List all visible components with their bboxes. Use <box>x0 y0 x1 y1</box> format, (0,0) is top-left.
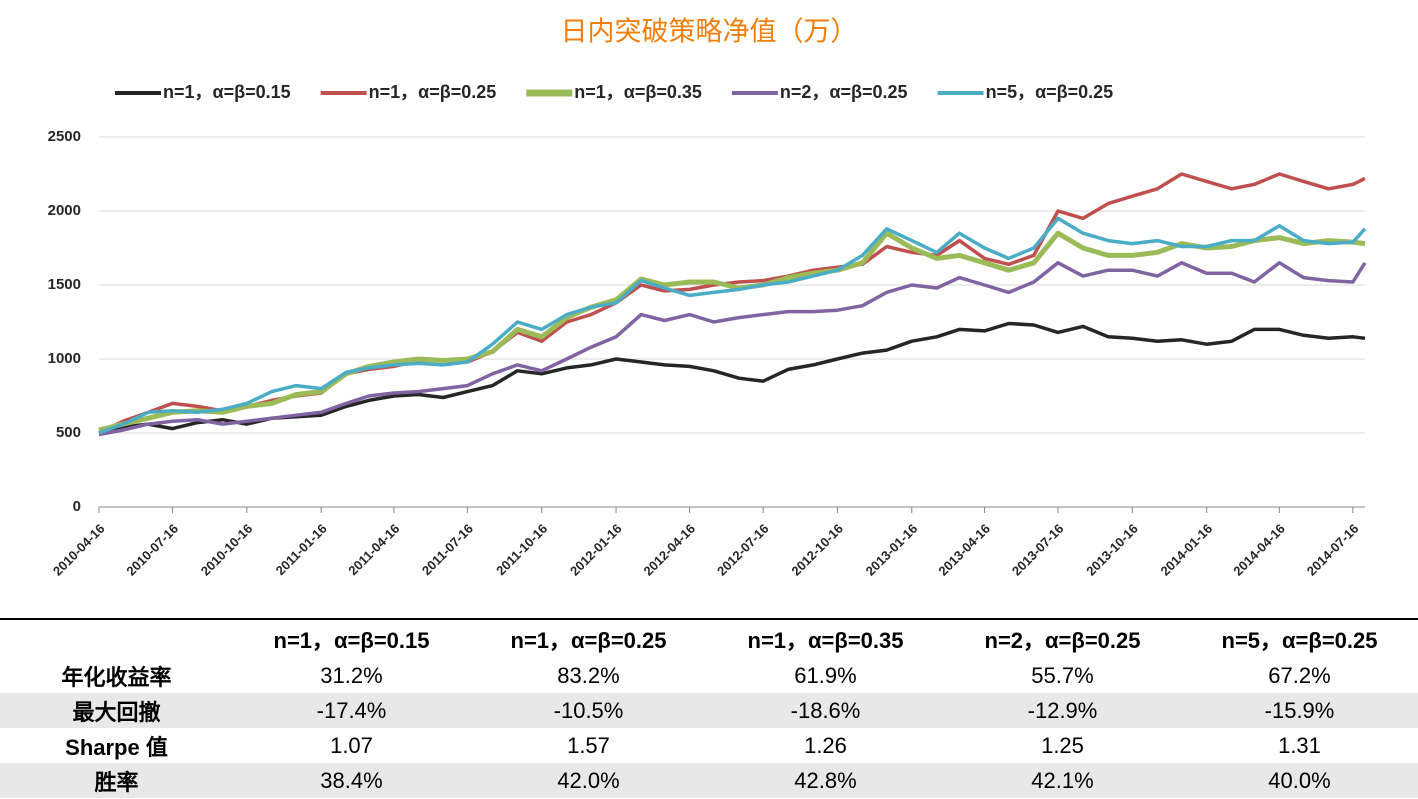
cell: 1.07 <box>330 732 373 758</box>
legend-label: n=1，α=β=0.15 <box>163 82 291 102</box>
cell: 1.31 <box>1278 732 1321 758</box>
x-tick-label: 2013-07-16 <box>1009 521 1067 579</box>
y-tick-label: 2500 <box>48 128 81 145</box>
x-tick-label: 2012-07-16 <box>714 521 772 579</box>
x-tick-label: 2010-04-16 <box>50 521 108 579</box>
x-tick-label: 2011-07-16 <box>419 521 476 578</box>
series-line <box>98 230 1366 433</box>
cell: 61.9% <box>794 662 857 688</box>
x-tick-label: 2010-07-16 <box>123 521 181 579</box>
y-tick-label: 2000 <box>48 202 81 219</box>
corner <box>0 619 233 658</box>
stats-table: n=1，α=β=0.15 n=1，α=β=0.25 n=1，α=β=0.35 n=2，… <box>0 618 1418 798</box>
cell: 42.8% <box>707 763 944 798</box>
cell: -10.5% <box>470 693 707 728</box>
cell: 1.57 <box>567 732 610 758</box>
column-header: n=1，α=β=0.35 <box>747 628 904 653</box>
series-line <box>98 172 1366 435</box>
cell: 31.2% <box>320 662 383 688</box>
x-tick-label: 2014-07-16 <box>1304 521 1362 579</box>
cell: 42.0% <box>470 763 707 798</box>
chart: 日内突破策略净值（万） 0 500 1000 1500 2000 2500 2010-04-… <box>48 17 1367 579</box>
cell: 38.4% <box>233 763 470 798</box>
y-tick-label: 0 <box>73 498 81 515</box>
x-tick-label: 2014-01-16 <box>1158 521 1216 579</box>
cell: 67.2% <box>1268 662 1331 688</box>
legend-label: n=2，α=β=0.25 <box>780 82 908 102</box>
cell: 83.2% <box>557 662 620 688</box>
x-tick-label: 2013-04-16 <box>935 521 993 579</box>
cell: 40.0% <box>1181 763 1418 798</box>
table-row: 胜率 38.4% 42.0% 42.8% 42.1% 40.0% <box>0 763 1418 798</box>
x-tick-label: 2013-10-16 <box>1083 521 1141 579</box>
column-header: n=1，α=β=0.25 <box>510 628 667 653</box>
series-line <box>98 321 1366 435</box>
cell: 1.26 <box>804 732 847 758</box>
row-label: 胜率 <box>0 763 233 798</box>
x-tick-label: 2012-01-16 <box>567 521 625 579</box>
x-tick-label: 2012-04-16 <box>641 521 699 579</box>
x-tick-label: 2014-04-16 <box>1230 521 1288 579</box>
x-tick-label: 2010-10-16 <box>198 521 256 579</box>
y-tick-label: 500 <box>56 424 81 441</box>
row-label: 最大回撤 <box>0 693 233 728</box>
column-header: n=2，α=β=0.25 <box>984 628 1141 653</box>
column-header: n=1，α=β=0.15 <box>273 628 430 653</box>
x-tick-label: 2011-04-16 <box>345 521 402 578</box>
row-label: 年化收益率 <box>61 664 172 690</box>
row-label: Sharpe 值 <box>65 734 168 760</box>
cell: -12.9% <box>944 693 1181 728</box>
cell: 1.25 <box>1041 732 1084 758</box>
table-row: Sharpe 值 1.07 1.57 1.26 1.25 1.31 <box>0 728 1418 763</box>
column-header: n=5，α=β=0.25 <box>1221 628 1378 653</box>
cell: -18.6% <box>707 693 944 728</box>
table-row: 最大回撤 -17.4% -10.5% -18.6% -12.9% -15.9% <box>0 693 1418 728</box>
table-row: 年化收益率 31.2% 83.2% 61.9% 55.7% 67.2% <box>0 658 1418 693</box>
legend-label: n=1，α=β=0.25 <box>369 82 497 102</box>
series-line <box>98 261 1367 437</box>
y-tick-label: 1000 <box>48 350 81 367</box>
y-tick-label: 1500 <box>48 276 81 293</box>
cell: -17.4% <box>233 693 470 728</box>
header-row: n=1，α=β=0.15 n=1，α=β=0.25 n=1，α=β=0.35 n=2，… <box>0 619 1418 658</box>
x-tick-label: 2012-10-16 <box>788 521 846 579</box>
x-tick-label: 2013-01-16 <box>863 521 921 579</box>
legend-label: n=5，α=β=0.25 <box>986 82 1114 102</box>
cell: 42.1% <box>944 763 1181 798</box>
x-tick-label: 2011-01-16 <box>273 521 330 578</box>
cell: 55.7% <box>1031 662 1094 688</box>
series-line <box>98 216 1367 435</box>
x-tick-label: 2011-10-16 <box>493 521 550 578</box>
chart-title: 日内突破策略净值（万） <box>561 17 858 48</box>
cell: -15.9% <box>1181 693 1418 728</box>
legend-label: n=1，α=β=0.35 <box>574 82 702 102</box>
